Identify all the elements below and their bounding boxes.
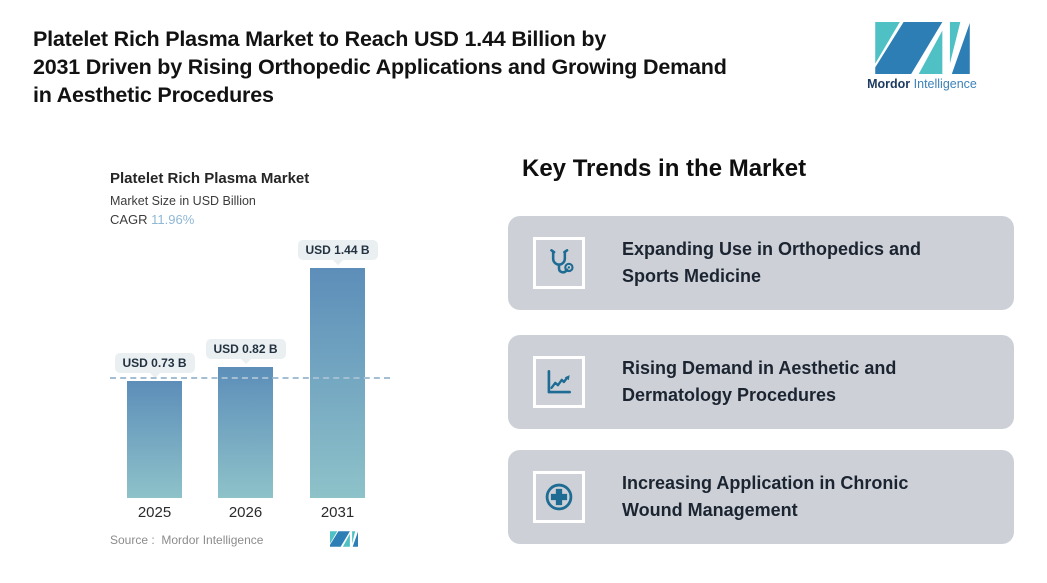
key-trends-heading: Key Trends in the Market: [522, 155, 807, 182]
trend-text-line: Rising Demand in Aesthetic and: [622, 357, 897, 378]
bar-value-bubble: USD 0.73 B: [114, 353, 195, 378]
bar-value-bubble: USD 1.44 B: [297, 240, 378, 265]
trend-card-orthopedics: Expanding Use in Orthopedics and Sports …: [508, 216, 1014, 310]
stethoscope-icon: [550, 249, 574, 274]
page-title-line: Platelet Rich Plasma Market to Reach USD…: [33, 27, 607, 51]
x-axis-label-2025: 2025: [137, 504, 172, 521]
mordor-intelligence-mini-logo-icon: [330, 531, 358, 547]
x-axis-label-2031: 2031: [320, 504, 355, 521]
cagr-value: 11.96%: [151, 212, 195, 227]
x-axis-label-2026: 2026: [228, 504, 263, 521]
page-title-line: in Aesthetic Procedures: [33, 83, 274, 107]
chart-source: Source : Mordor Intelligence: [110, 533, 264, 547]
bubble-pointer-icon: [332, 260, 343, 265]
trend-icon-box: [533, 356, 585, 408]
brand-name-light: Intelligence: [910, 77, 977, 91]
chart-cagr: CAGR 11.96%: [110, 212, 194, 227]
brand-logo: Mordor Intelligence: [864, 22, 980, 91]
mordor-intelligence-logo-icon: [874, 22, 970, 74]
bar-value-bubble: USD 0.82 B: [205, 339, 286, 364]
page-title: Platelet Rich Plasma Market to Reach USD…: [33, 25, 727, 109]
trend-text-line: Sports Medicine: [622, 266, 762, 286]
medical-cross-icon: [545, 483, 573, 511]
bar-2026: [218, 367, 273, 498]
bar-2031: [310, 268, 365, 498]
cagr-label: CAGR: [110, 212, 152, 227]
trend-icon-box: [533, 471, 585, 523]
brand-name-bold: Mordor: [867, 77, 911, 91]
trend-text-line: Expanding Use in Orthopedics and: [622, 238, 922, 259]
brand-name: Mordor Intelligence: [864, 77, 980, 91]
trend-card-wound: Increasing Application in Chronic Wound …: [508, 450, 1014, 544]
bubble-pointer-icon: [149, 373, 160, 378]
line-chart-icon: [547, 370, 571, 394]
bubble-pointer-icon: [240, 359, 251, 364]
trend-text-line: Wound Management: [622, 500, 798, 520]
chart-subtitle: Market Size in USD Billion: [110, 194, 256, 208]
dashed-reference-line: [110, 377, 390, 379]
page-title-line: 2031 Driven by Rising Orthopedic Applica…: [33, 55, 727, 79]
trend-text-line: Increasing Application in Chronic: [622, 472, 909, 493]
bar-2025: [127, 381, 182, 498]
trend-card-aesthetic: Rising Demand in Aesthetic and Dermatolo…: [508, 335, 1014, 429]
trend-text-line: Dermatology Procedures: [622, 385, 837, 405]
trend-icon-box: [533, 237, 585, 289]
chart-title: Platelet Rich Plasma Market: [110, 170, 310, 187]
